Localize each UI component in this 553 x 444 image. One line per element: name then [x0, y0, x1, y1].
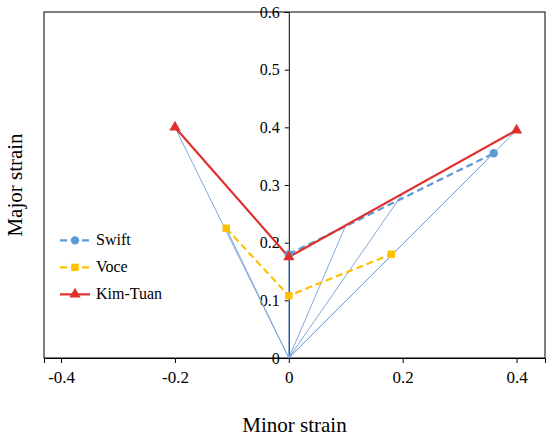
- x-axis-title: Minor strain: [242, 413, 347, 437]
- x-tick-label: -0.2: [162, 368, 189, 387]
- x-tick-label: 0.4: [506, 368, 528, 387]
- x-axis: -0.4 -0.2 0 0.2 0.4: [45, 358, 546, 387]
- strain-path: [175, 127, 289, 358]
- series-marker: [490, 149, 498, 157]
- series-marker: [283, 251, 294, 261]
- x-tick-label: 0: [285, 368, 294, 387]
- strain-path: [289, 130, 517, 358]
- y-axis: 00.10.20.30.40.50.6: [260, 4, 290, 367]
- x-tick: 0.2: [393, 358, 414, 387]
- y-tick-label: 0.3: [260, 177, 280, 194]
- x-tick-label: 0.2: [393, 368, 414, 387]
- y-tick-mark: [285, 70, 289, 71]
- y-tick: 0.4: [260, 119, 289, 136]
- x-tick-label: -0.4: [48, 368, 75, 387]
- x-tick: 0.4: [506, 358, 528, 387]
- series-line: [175, 127, 517, 257]
- strain-path: [288, 257, 289, 358]
- x-tick: 0: [285, 358, 294, 387]
- y-tick-mark: [285, 243, 289, 244]
- legend-marker: [71, 264, 78, 271]
- y-tick-mark: [285, 185, 289, 186]
- y-tick-mark: [285, 300, 289, 301]
- legend-label: Voce: [96, 258, 128, 275]
- y-tick-mark: [285, 127, 289, 128]
- x-tick-mark: [517, 358, 518, 363]
- x-tick-mark: [403, 358, 404, 363]
- y-tick-label: 0: [272, 350, 280, 367]
- y-tick-label: 0.6: [260, 4, 280, 21]
- y-tick-mark: [285, 12, 289, 13]
- strain-path: [289, 194, 403, 358]
- legend-entry: Voce: [60, 258, 128, 275]
- y-tick-mark: [285, 358, 289, 359]
- series-line: [226, 228, 391, 295]
- series-marker: [285, 292, 292, 299]
- series-marker: [222, 225, 229, 232]
- series-marker: [511, 124, 522, 134]
- y-tick: 0.2: [260, 234, 289, 251]
- y-tick-label: 0.5: [260, 61, 280, 78]
- legend-label: Swift: [96, 231, 131, 248]
- y-tick: 0.5: [260, 61, 289, 78]
- x-tick: -0.4: [48, 358, 75, 387]
- legend-marker: [69, 288, 80, 298]
- plot-frame: [44, 12, 545, 358]
- y-axis-line: [285, 13, 290, 359]
- y-tick: 0.3: [260, 177, 289, 194]
- x-axis-line: [45, 359, 546, 364]
- series-marker: [169, 121, 180, 131]
- y-axis-title: Major strain: [3, 133, 27, 237]
- y-tick: 0.6: [260, 4, 289, 21]
- y-tick-label: 0.4: [260, 119, 280, 136]
- legend-label: Kim-Tuan: [96, 285, 162, 302]
- legend-entry: Kim-Tuan: [60, 285, 162, 302]
- x-tick: -0.2: [162, 358, 189, 387]
- legend-marker: [71, 236, 79, 244]
- x-tick-mark: [61, 358, 62, 363]
- x-tick-mark: [175, 358, 176, 363]
- chart: -0.4-0.200.20.400.10.20.30.40.50.6Minor …: [0, 0, 553, 444]
- legend-entry: Swift: [60, 231, 131, 248]
- series-marker: [388, 250, 395, 257]
- plot-area: [169, 121, 522, 358]
- legend: Swift Voce Kim-Tuan: [60, 231, 162, 302]
